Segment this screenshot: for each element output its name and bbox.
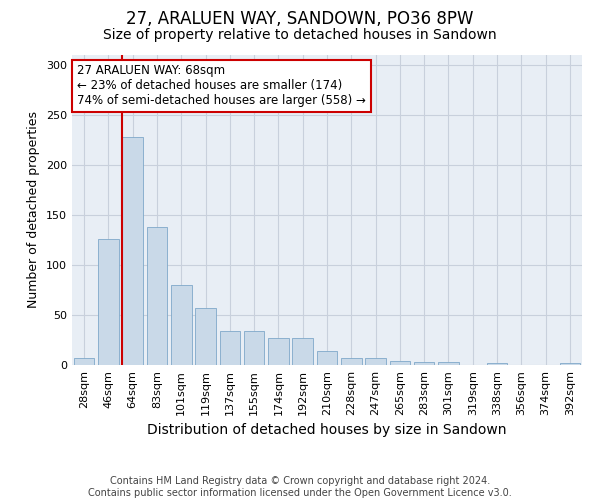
Bar <box>171 285 191 365</box>
Y-axis label: Number of detached properties: Number of detached properties <box>28 112 40 308</box>
Bar <box>195 308 216 365</box>
Text: Contains HM Land Registry data © Crown copyright and database right 2024.
Contai: Contains HM Land Registry data © Crown c… <box>88 476 512 498</box>
Bar <box>292 338 313 365</box>
Bar <box>220 331 240 365</box>
Bar <box>244 331 265 365</box>
Bar <box>438 362 459 365</box>
Bar <box>74 358 94 365</box>
Bar <box>487 363 508 365</box>
Bar <box>268 338 289 365</box>
Bar <box>414 362 434 365</box>
Bar <box>560 363 580 365</box>
Bar <box>389 361 410 365</box>
Text: 27 ARALUEN WAY: 68sqm
← 23% of detached houses are smaller (174)
74% of semi-det: 27 ARALUEN WAY: 68sqm ← 23% of detached … <box>77 64 366 108</box>
Bar <box>122 137 143 365</box>
Bar <box>98 239 119 365</box>
Text: 27, ARALUEN WAY, SANDOWN, PO36 8PW: 27, ARALUEN WAY, SANDOWN, PO36 8PW <box>126 10 474 28</box>
Bar <box>317 351 337 365</box>
Bar <box>341 358 362 365</box>
Bar <box>365 358 386 365</box>
Text: Size of property relative to detached houses in Sandown: Size of property relative to detached ho… <box>103 28 497 42</box>
Bar <box>146 227 167 365</box>
X-axis label: Distribution of detached houses by size in Sandown: Distribution of detached houses by size … <box>147 424 507 438</box>
